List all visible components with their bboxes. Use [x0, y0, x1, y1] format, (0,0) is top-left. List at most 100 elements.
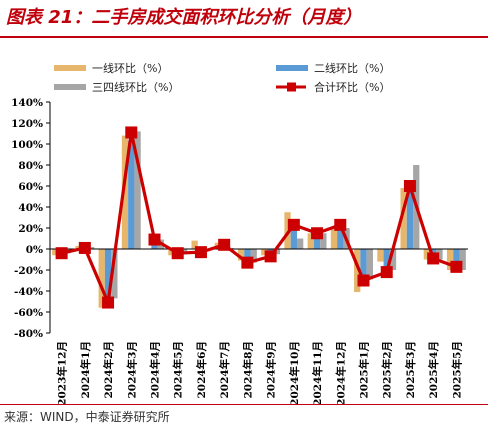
- y-tick-label: -80%: [14, 328, 43, 340]
- bar: [400, 188, 407, 249]
- bar: [104, 249, 112, 307]
- x-tick-label: 2024年8月: [241, 341, 254, 399]
- total-point: [380, 266, 393, 279]
- legend-label: 合计环比（%）: [314, 80, 390, 94]
- y-tick-label: -40%: [14, 286, 43, 298]
- x-tick-label: 2024年2月: [102, 341, 115, 399]
- bar: [406, 183, 414, 249]
- y-tick-label: 60%: [18, 181, 43, 193]
- bar: [330, 229, 338, 249]
- legend-label: 二线环比（%）: [314, 61, 390, 75]
- total-point: [334, 218, 347, 231]
- total-point: [102, 296, 115, 309]
- total-point: [241, 256, 254, 269]
- x-tick-label: 2024年11月: [311, 341, 324, 404]
- source-divider: [0, 404, 488, 405]
- x-tick-label: 2024年3月: [125, 341, 138, 399]
- y-tick-label: -20%: [14, 265, 43, 277]
- x-tick-label: 2025年3月: [404, 341, 417, 399]
- x-tick-label: 2025年2月: [381, 341, 394, 399]
- total-point: [427, 252, 440, 265]
- bar: [261, 249, 268, 256]
- bar: [360, 249, 367, 281]
- y-tick-label: 20%: [18, 223, 43, 235]
- bar: [366, 249, 373, 280]
- bar: [111, 249, 118, 299]
- bar: [313, 237, 321, 249]
- x-tick-label: 2024年4月: [149, 341, 162, 399]
- total-point: [194, 246, 207, 259]
- source-note: 来源：WIND，中泰证券研究所: [4, 410, 170, 424]
- total-point: [148, 233, 161, 246]
- bar: [320, 233, 327, 249]
- bar: [446, 249, 454, 270]
- x-tick-label: 2023年12月: [56, 341, 69, 404]
- total-point: [311, 227, 324, 240]
- legend-label: 一线环比（%）: [92, 61, 168, 75]
- x-tick-label: 2024年10月: [288, 341, 301, 404]
- legend-label: 三四线环比（%）: [92, 80, 179, 94]
- y-tick-label: 0%: [26, 244, 43, 256]
- total-point: [55, 247, 68, 260]
- title-divider: [0, 36, 488, 38]
- total-point: [450, 260, 463, 273]
- total-line: [61, 130, 457, 305]
- bar: [284, 212, 291, 249]
- total-point: [125, 126, 138, 139]
- bar: [273, 249, 281, 255]
- bar: [423, 249, 431, 260]
- bar: [453, 249, 460, 269]
- bar: [98, 249, 105, 308]
- total-point: [171, 247, 184, 260]
- total-point: [287, 218, 300, 231]
- x-tick-label: 2024年5月: [172, 341, 185, 399]
- bar: [134, 131, 141, 249]
- bar: [307, 233, 314, 249]
- x-tick-label: 2024年12月: [334, 341, 347, 404]
- x-tick-label: 2025年5月: [450, 341, 463, 399]
- y-tick-label: 80%: [18, 160, 43, 172]
- x-tick-label: 2024年7月: [218, 341, 231, 399]
- bar: [191, 240, 198, 249]
- bar: [436, 249, 443, 260]
- bar: [377, 249, 384, 262]
- total-point: [403, 180, 416, 192]
- y-tick-label: 40%: [18, 202, 43, 214]
- total-point: [78, 241, 91, 254]
- total-point: [357, 274, 370, 287]
- chart: 一线环比（%） 二线环比（%） 三四线环比（%） 合计环比（%） -80% -60% -40…: [11, 61, 468, 404]
- bar: [151, 242, 158, 249]
- bar: [290, 221, 297, 249]
- bar: [128, 140, 135, 249]
- total-point: [218, 238, 231, 251]
- bar: [337, 228, 344, 249]
- bar: [244, 249, 251, 264]
- legend-swatch: [54, 84, 86, 90]
- x-tick-label: 2024年6月: [195, 341, 208, 399]
- bar: [389, 249, 397, 270]
- bar: [121, 135, 129, 249]
- y-tick-label: 140%: [11, 97, 43, 109]
- total-point: [264, 250, 277, 263]
- chart-title: 图表 21：二手房成交面积环比分析（月度）: [6, 7, 362, 28]
- bar: [237, 249, 245, 261]
- legend-marker-swatch: [287, 82, 296, 92]
- bar: [296, 238, 304, 249]
- bar: [180, 249, 188, 253]
- x-tick-label: 2025年4月: [427, 341, 440, 399]
- y-tick-label: 100%: [11, 139, 43, 151]
- bar: [383, 249, 390, 274]
- bar: [52, 249, 59, 256]
- x-tick-label: 2025年1月: [358, 341, 371, 399]
- bar: [354, 249, 361, 293]
- bar: [250, 249, 257, 263]
- bar: [459, 249, 466, 270]
- y-tick-label: 120%: [11, 118, 43, 130]
- legend-swatch: [276, 65, 308, 71]
- x-tick-label: 2024年9月: [265, 341, 278, 399]
- x-tick-label: 2024年1月: [79, 341, 92, 399]
- bar: [168, 249, 175, 256]
- bar: [75, 245, 82, 249]
- y-tick-label: -60%: [14, 307, 43, 319]
- legend-swatch: [54, 65, 86, 71]
